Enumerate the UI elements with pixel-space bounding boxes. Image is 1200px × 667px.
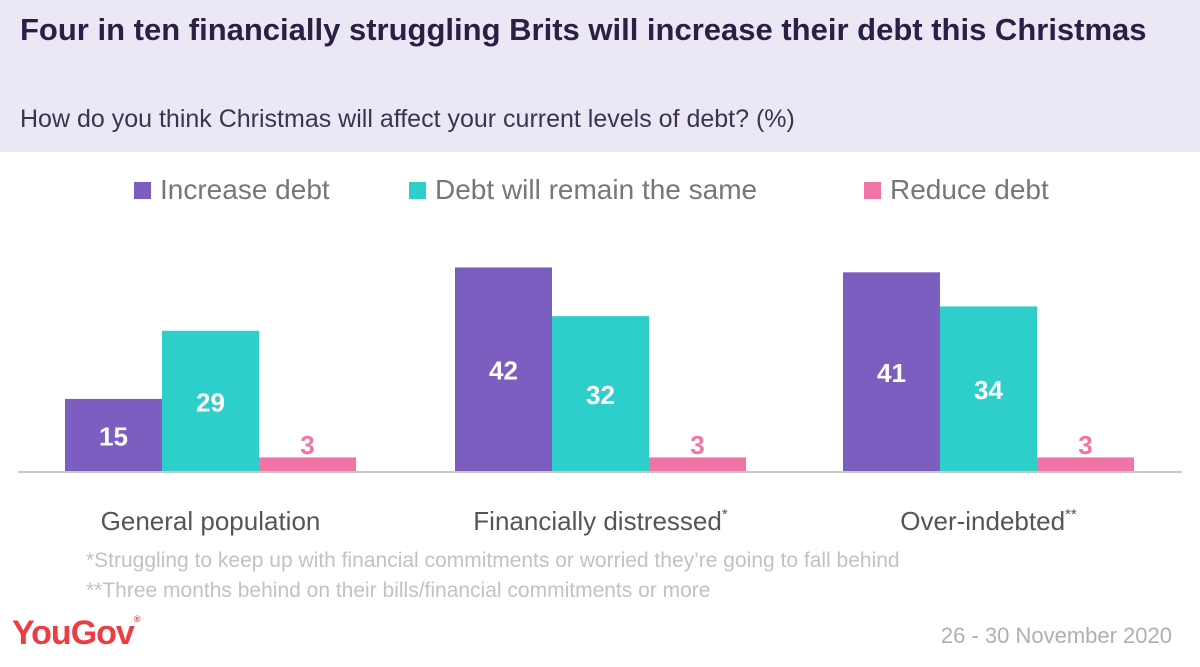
chart-subtitle: How do you think Christmas will affect y…: [20, 105, 795, 133]
yougov-logo: YouGov®: [12, 614, 140, 652]
bar-increase-1: [455, 267, 552, 472]
legend-label-same: Debt will remain the same: [435, 174, 758, 205]
data-label-same-1: 32: [586, 380, 615, 410]
bar-reduce-0: [259, 457, 356, 472]
legend-item-same: Debt will remain the same: [409, 170, 757, 210]
data-label-reduce-2: 3: [1078, 430, 1092, 460]
data-label-reduce-1: 3: [690, 430, 704, 460]
footnote-1: *Struggling to keep up with financial co…: [86, 549, 900, 572]
footnote-2: **Three months behind on their bills/fin…: [86, 579, 711, 602]
category-label-2: Over-indebted**: [900, 506, 1077, 536]
data-label-increase-1: 42: [489, 356, 518, 386]
bar-increase-2: [843, 272, 940, 472]
legend-item-increase: Increase debt: [134, 170, 330, 210]
header-band: [0, 0, 1200, 152]
chart-title: Four in ten financially struggling Brits…: [20, 12, 1147, 47]
data-label-same-0: 29: [196, 387, 225, 417]
data-label-reduce-0: 3: [300, 430, 314, 460]
legend-swatch-reduce: [864, 181, 881, 199]
category-label-1: Financially distressed*: [473, 506, 728, 536]
bar-reduce-2: [1037, 457, 1134, 472]
legend: Increase debt Debt will remain the same …: [0, 170, 1200, 210]
bar-increase-0: [65, 398, 162, 472]
bar-same-0: [162, 330, 259, 472]
legend-swatch-same: [409, 181, 426, 199]
bar-same-1: [552, 316, 649, 472]
legend-item-reduce: Reduce debt: [864, 170, 1049, 210]
data-label-increase-0: 15: [99, 421, 128, 451]
fieldwork-date: 26 - 30 November 2020: [940, 623, 1172, 648]
bar-same-2: [940, 306, 1037, 472]
legend-label-reduce: Reduce debt: [890, 174, 1049, 205]
category-label-0: General population: [101, 506, 321, 536]
data-label-same-2: 34: [974, 375, 1003, 405]
legend-swatch-increase: [134, 181, 151, 199]
legend-label-increase: Increase debt: [160, 174, 330, 205]
bar-reduce-1: [649, 457, 746, 472]
data-label-increase-2: 41: [877, 358, 906, 388]
